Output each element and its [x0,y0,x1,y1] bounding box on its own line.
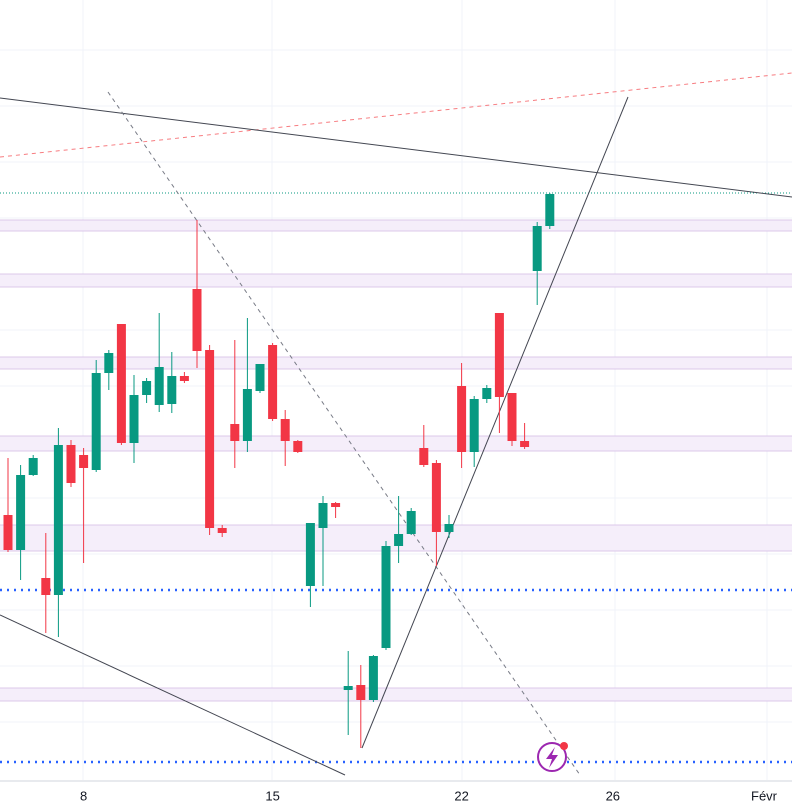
candle-body [79,455,89,468]
candle-body [394,534,404,546]
candle-body [444,524,454,532]
candle-body [343,686,353,690]
candles [3,193,555,748]
candle-body [318,503,328,528]
x-tick-label: 8 [80,788,87,803]
event-icon[interactable] [537,742,568,772]
candle-body [104,353,114,373]
candle-body [255,364,265,391]
candle-body [431,463,441,532]
candle-body [192,289,202,351]
candle-body [116,324,126,443]
trend-line [0,97,792,198]
trend-line [0,72,792,158]
candle-body [507,393,517,441]
candle-body [230,424,240,441]
candle-body [179,376,189,381]
candle-body [293,441,303,452]
candle-body [381,546,391,648]
candle-body [457,386,467,452]
trend-line [107,91,581,776]
candle-body [469,399,479,452]
x-axis-labels: 8 15 22 26 Févr [80,788,778,803]
candle-body [545,194,555,226]
x-tick-label: 15 [265,788,279,803]
candle-body [3,515,13,550]
candle-body [268,345,278,419]
candle-body [154,367,164,405]
x-tick-label: 22 [454,788,468,803]
candle-body [217,528,227,533]
candle-body [482,388,492,399]
candle-body [356,685,366,700]
candle-body [494,313,504,397]
candle-body [16,475,26,550]
candle-body [532,226,542,271]
candle-body [167,376,177,404]
candle-body [53,445,63,595]
candle-body [520,441,530,447]
candle-body [368,656,378,700]
trend-line [0,614,346,776]
x-tick-label: Févr [751,788,778,803]
candle-body [28,458,38,475]
x-tick-label: 26 [606,788,620,803]
zones [0,219,792,702]
candle-body [66,445,76,483]
candle-body [91,373,101,470]
candle-body [41,578,51,595]
candle-body [305,523,315,586]
candle-body [205,350,215,528]
candle-body [242,389,252,441]
grid [0,0,792,780]
trend-line [361,96,629,749]
candle-body [331,503,341,507]
candle-body [406,511,416,534]
candle-body [419,448,429,465]
candle-body [142,381,152,395]
candle-body [129,395,139,443]
candle-body [280,419,290,441]
